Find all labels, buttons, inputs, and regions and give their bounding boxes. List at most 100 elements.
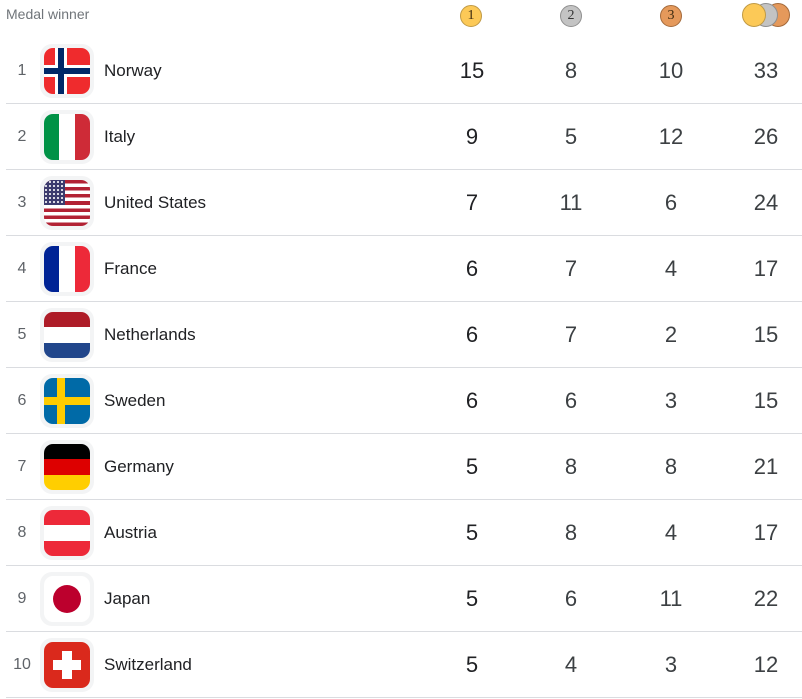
- table-row[interactable]: 5 Netherlands 6 7 2 15: [6, 302, 802, 368]
- country-name[interactable]: Germany: [104, 457, 174, 476]
- table-row[interactable]: 7 Germany 5 8 8 21: [6, 434, 802, 500]
- header-title: Medal winner: [6, 6, 90, 22]
- italy-flag-icon: [44, 114, 90, 160]
- rank: 9: [17, 590, 27, 607]
- total-medals-icon: [742, 3, 792, 27]
- table-row[interactable]: 1 Norway 15 8 10 33: [6, 38, 802, 104]
- total-count: 17: [753, 520, 779, 545]
- flag-container: [40, 242, 94, 296]
- flag-container: [40, 506, 94, 560]
- rank: 7: [17, 458, 27, 475]
- netherlands-flag-icon: [44, 312, 90, 358]
- rank: 5: [17, 326, 27, 343]
- country-name[interactable]: Switzerland: [104, 655, 192, 674]
- flag-container: [40, 440, 94, 494]
- gold-count: 7: [465, 190, 479, 215]
- total-count: 12: [753, 652, 779, 677]
- japan-flag-icon: [44, 576, 90, 622]
- switzerland-flag-icon: [44, 642, 90, 688]
- bronze-count: 3: [664, 652, 678, 677]
- bronze-count: 6: [664, 190, 678, 215]
- gold-count: 6: [465, 256, 479, 281]
- silver-count: 8: [564, 454, 578, 479]
- silver-count: 11: [559, 190, 583, 215]
- silver-medal-icon: 2: [560, 5, 582, 27]
- total-count: 26: [753, 124, 779, 149]
- bronze-count: 3: [664, 388, 678, 413]
- bronze-column-header: 3: [659, 5, 683, 27]
- country-name[interactable]: Netherlands: [104, 325, 196, 344]
- silver-count: 8: [564, 58, 578, 83]
- total-column-header: [741, 3, 793, 27]
- norway-flag-icon: [44, 48, 90, 94]
- country-name[interactable]: Japan: [104, 589, 151, 608]
- silver-count: 8: [564, 520, 578, 545]
- medal-table: 1 Norway 15 8 10 33 2 Italy 9 5 12: [0, 38, 802, 698]
- country-name[interactable]: Norway: [104, 61, 162, 80]
- bronze-count: 11: [659, 586, 683, 611]
- total-count: 22: [753, 586, 779, 611]
- gold-count: 6: [465, 388, 479, 413]
- germany-flag-icon: [44, 444, 90, 490]
- gold-medal-icon: 1: [460, 5, 482, 27]
- country-name[interactable]: United States: [104, 193, 207, 212]
- country-name[interactable]: France: [104, 259, 157, 278]
- flag-container: [40, 176, 94, 230]
- flag-container: [40, 638, 94, 692]
- bronze-medal-icon: 3: [660, 5, 682, 27]
- total-count: 15: [753, 322, 779, 347]
- bronze-count: 4: [664, 520, 678, 545]
- table-row[interactable]: 10 Switzerland 5 4 3 12: [6, 632, 802, 698]
- silver-count: 7: [564, 322, 578, 347]
- table-row[interactable]: 3 United States 7 11 6 24: [6, 170, 802, 236]
- rank: 2: [17, 128, 27, 145]
- country-name[interactable]: Austria: [104, 523, 157, 542]
- silver-count: 4: [564, 652, 578, 677]
- gold-count: 5: [465, 520, 479, 545]
- usa-flag-icon: [44, 180, 90, 226]
- country-name[interactable]: Sweden: [104, 391, 166, 410]
- bronze-count: 8: [664, 454, 678, 479]
- flag-container: [40, 110, 94, 164]
- flag-container: [40, 572, 94, 626]
- rank: 1: [17, 62, 27, 79]
- gold-count: 6: [465, 322, 479, 347]
- rank: 10: [13, 656, 31, 673]
- rank: 6: [17, 392, 27, 409]
- sweden-flag-icon: [44, 378, 90, 424]
- total-count: 15: [753, 388, 779, 413]
- silver-column-header: 2: [559, 5, 583, 27]
- bronze-count: 12: [658, 124, 684, 149]
- table-row[interactable]: 9 Japan 5 6 11 22: [6, 566, 802, 632]
- gold-count: 9: [465, 124, 479, 149]
- table-row[interactable]: 4 France 6 7 4 17: [6, 236, 802, 302]
- rank: 4: [17, 260, 27, 277]
- silver-count: 6: [564, 388, 578, 413]
- table-row[interactable]: 2 Italy 9 5 12 26: [6, 104, 802, 170]
- flag-container: [40, 44, 94, 98]
- gold-count: 15: [459, 58, 485, 83]
- total-count: 33: [753, 58, 779, 83]
- bronze-count: 4: [664, 256, 678, 281]
- bronze-count: 10: [658, 58, 684, 83]
- silver-count: 6: [564, 586, 578, 611]
- medal-table-header: Medal winner 1 2 3: [0, 0, 802, 38]
- silver-count: 7: [564, 256, 578, 281]
- total-count: 24: [753, 190, 779, 215]
- rank: 3: [17, 194, 27, 211]
- table-row[interactable]: 8 Austria 5 8 4 17: [6, 500, 802, 566]
- gold-column-header: 1: [459, 5, 483, 27]
- total-count: 21: [753, 454, 779, 479]
- country-name[interactable]: Italy: [104, 127, 136, 146]
- france-flag-icon: [44, 246, 90, 292]
- gold-count: 5: [465, 652, 479, 677]
- gold-count: 5: [465, 586, 479, 611]
- rank: 8: [17, 524, 27, 541]
- flag-container: [40, 374, 94, 428]
- flag-container: [40, 308, 94, 362]
- bronze-count: 2: [664, 322, 678, 347]
- silver-count: 5: [564, 124, 578, 149]
- total-count: 17: [753, 256, 779, 281]
- gold-count: 5: [465, 454, 479, 479]
- table-row[interactable]: 6 Sweden 6 6 3 15: [6, 368, 802, 434]
